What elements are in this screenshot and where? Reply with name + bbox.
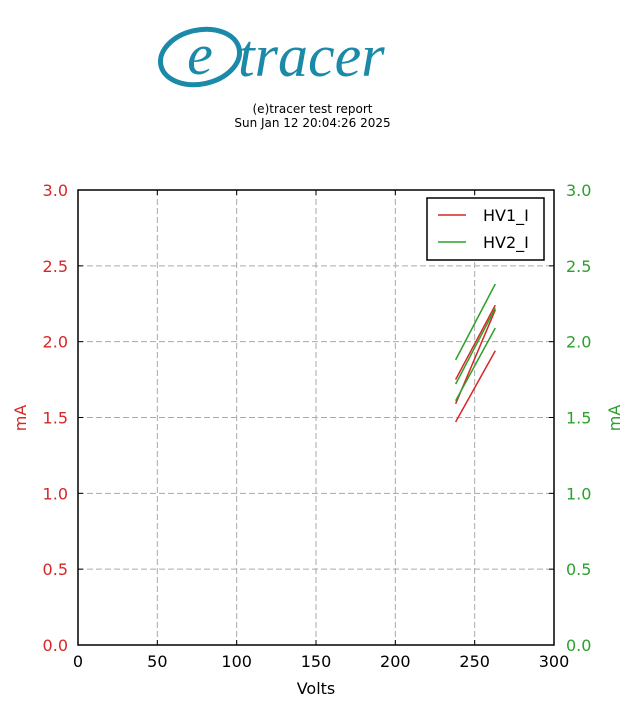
y-tick-label-left: 2.5 (43, 257, 68, 276)
legend-box (426, 197, 545, 261)
series-1-line-1 (454, 350, 496, 423)
grid (78, 190, 554, 645)
legend-label-hv1: HV1_I (483, 206, 529, 226)
x-tick-label: 300 (539, 652, 570, 671)
y-tick-label-left: 3.0 (43, 181, 68, 200)
legend-label-hv2: HV2_I (483, 233, 529, 253)
plot-lines (454, 283, 496, 423)
y-tick-label-right: 1.5 (566, 409, 591, 428)
series-1-line-3 (454, 304, 496, 380)
y-tick-label-right: 1.0 (566, 484, 591, 503)
report-title: (e)tracer test report (252, 102, 373, 116)
y-tick-label-right: 0.5 (566, 560, 591, 579)
y-tick-label-left: 2.0 (43, 333, 68, 352)
y-tick-label-left: 0.5 (43, 560, 68, 579)
logo-letter: e (187, 22, 213, 87)
y-tick-label-left: 1.5 (43, 409, 68, 428)
y-tick-label-right: 2.5 (566, 257, 591, 276)
y-tick-label-right: 0.0 (566, 636, 591, 655)
logo-text: tracer (238, 23, 385, 89)
logo-ring (157, 26, 243, 88)
series-2-line-2 (454, 307, 496, 385)
legend: HV1_I HV2_I (426, 197, 545, 261)
series-2-line-1 (454, 283, 496, 361)
x-tick-label: 0 (73, 652, 83, 671)
series-2-line-3 (454, 327, 496, 402)
x-tick-label: 100 (221, 652, 252, 671)
axis-tick-labels: 0 50 100 150 200 250 3000.00.51.01.52.02.53.00… (43, 181, 592, 671)
x-tick-label: 50 (147, 652, 167, 671)
axis-ticks (77, 189, 555, 646)
y-axis-label-left: mA (11, 405, 30, 432)
y-axis-label-right: mA (605, 405, 624, 432)
report-timestamp: Sun Jan 12 20:04:26 2025 (234, 116, 391, 130)
y-tick-label-right: 3.0 (566, 181, 591, 200)
x-axis-label: Volts (297, 679, 336, 698)
y-tick-label-right: 2.0 (566, 333, 591, 352)
x-tick-label: 150 (301, 652, 332, 671)
x-tick-label: 200 (380, 652, 411, 671)
y-tick-label-left: 0.0 (43, 636, 68, 655)
x-tick-label: 250 (459, 652, 490, 671)
y-tick-label-left: 1.0 (43, 484, 68, 503)
etracer-logo: e tracer (157, 22, 385, 89)
